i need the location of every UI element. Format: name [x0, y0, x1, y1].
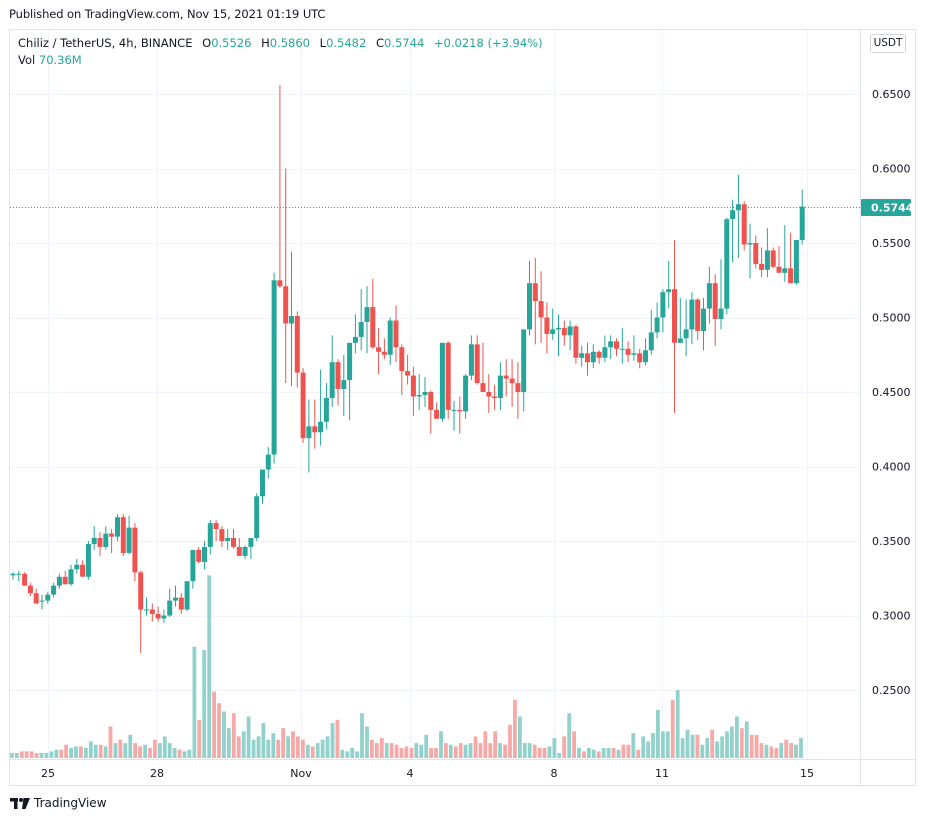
time-tick: 25 [41, 767, 55, 780]
time-tick: 15 [800, 767, 814, 780]
high-label: H [261, 36, 270, 50]
price-tick: 0.6000 [872, 163, 911, 176]
tradingview-logo-icon [10, 797, 30, 809]
time-tick: 8 [551, 767, 558, 780]
time-tick: 4 [407, 767, 414, 780]
svg-text:0.5744: 0.5744 [871, 202, 914, 215]
last-price-badge: 0.5744 [861, 199, 914, 216]
open-value: 0.5526 [211, 36, 252, 50]
low-value: 0.5482 [326, 36, 367, 50]
volume-bars [10, 575, 803, 758]
volume-line: Vol 70.36M [18, 52, 543, 69]
price-axis[interactable]: 0.6500 0.6000 0.5500 0.5000 0.4500 0.4000 0.35… [872, 88, 911, 697]
low-label: L [319, 36, 327, 50]
price-tick: 0.3000 [872, 610, 911, 623]
time-tick: Nov [290, 767, 312, 780]
chart-legend: Chiliz / TetherUS, 4h, BINANCE O0.5526 H… [18, 35, 543, 69]
price-tick: 0.5500 [872, 237, 911, 250]
price-tick: 0.4500 [872, 386, 911, 399]
currency-button[interactable]: USDT [870, 34, 906, 53]
footer-brand[interactable]: TradingView [10, 796, 107, 810]
high-value: 0.5860 [269, 36, 310, 50]
time-axis[interactable]: 25 28 Nov 4 8 11 15 [41, 767, 814, 780]
time-tick: 28 [150, 767, 164, 780]
ohlc-line: Chiliz / TetherUS, 4h, BINANCE O0.5526 H… [18, 35, 543, 52]
time-tick: 11 [655, 767, 669, 780]
change-value: +0.0218 (+3.94%) [433, 36, 543, 50]
published-note: Published on TradingView.com, Nov 15, 20… [9, 7, 326, 21]
volume-label: Vol [18, 53, 36, 67]
symbol-title[interactable]: Chiliz / TetherUS, 4h, BINANCE [18, 36, 193, 50]
close-label: C [375, 36, 385, 50]
price-tick: 0.6500 [872, 88, 911, 101]
footer-brand-text: TradingView [34, 796, 107, 810]
chart-frame [9, 29, 916, 786]
close-value: 0.5744 [384, 36, 425, 50]
grid-lines [10, 30, 860, 759]
price-tick: 0.3500 [872, 535, 911, 548]
candles [10, 85, 805, 653]
volume-value: 70.36M [38, 53, 82, 67]
price-tick: 0.4000 [872, 461, 911, 474]
price-tick: 0.2500 [872, 684, 911, 697]
open-label: O [202, 36, 212, 50]
price-tick: 0.5000 [872, 312, 911, 325]
